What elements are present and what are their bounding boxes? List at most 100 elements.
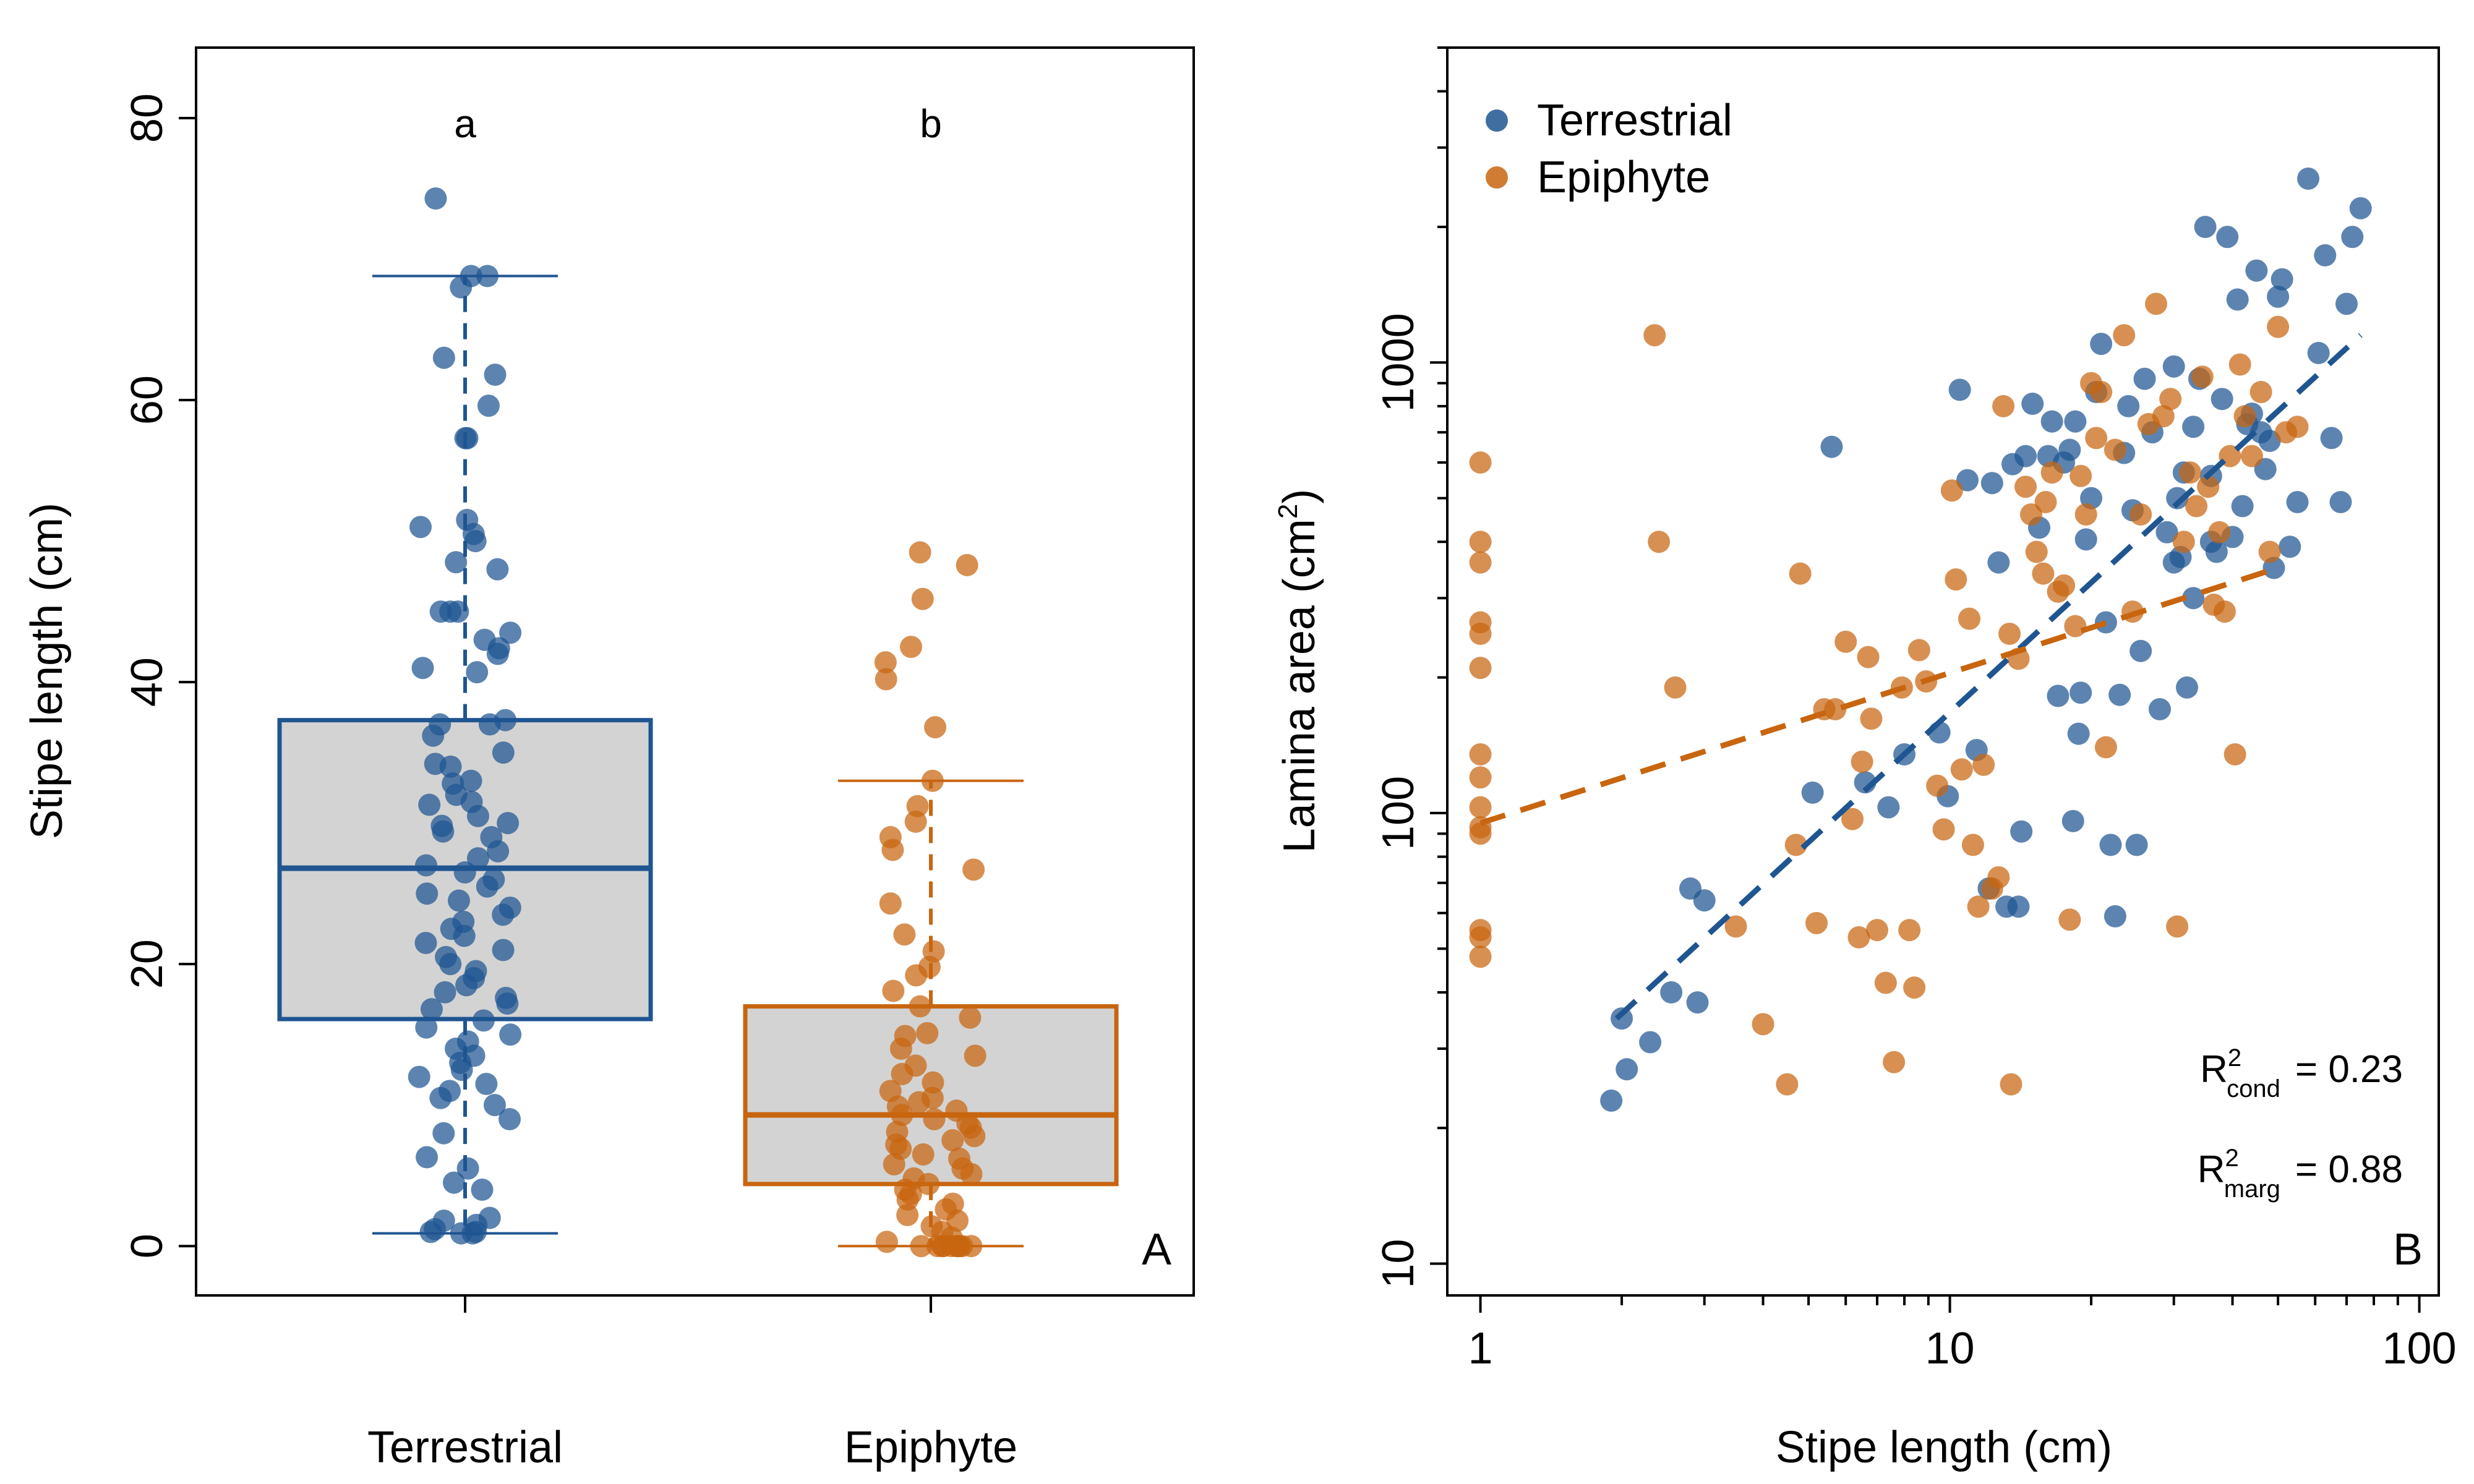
panel-b-point [2314, 244, 2337, 267]
panel-b-y-axis-label: Lamina area (cm2) [1273, 489, 1324, 853]
panel-b-point [2148, 698, 2171, 721]
panel-a-point [456, 1157, 479, 1180]
panel-a-point [447, 600, 469, 623]
panel-a-point [450, 276, 473, 299]
panel-a-point [874, 651, 897, 674]
panel-b-point [2258, 430, 2281, 453]
panel-a-point [496, 992, 519, 1015]
panel-b-point [1932, 818, 1955, 841]
panel-b-stat-value: = 0.23 [2295, 1048, 2403, 1091]
panel-b-point [2182, 587, 2205, 610]
panel-b-x-axis-label: Stipe length (cm) [1776, 1423, 2112, 1472]
panel-a-point [439, 755, 462, 778]
panel-b-point [2108, 683, 2131, 706]
panel-b-point [2182, 416, 2205, 438]
panel-b-point [1784, 834, 1807, 856]
panel-b-point [2162, 355, 2185, 378]
panel-b-point [2349, 197, 2372, 220]
panel-b-point [2058, 438, 2081, 461]
panel-a-point [418, 793, 441, 816]
panel-b-legend-label: Terrestrial [1537, 96, 1732, 145]
panel-a-point [429, 1086, 452, 1109]
panel-a-point [917, 1172, 940, 1195]
panel-b-point [2145, 292, 2168, 315]
panel-b-point [1469, 451, 1492, 474]
panel-b-point [2053, 574, 2076, 597]
panel-b-x-axis: 1 10 100 [1468, 1295, 2457, 1373]
panel-b-point [2129, 503, 2152, 526]
panel-b-legend-marker [1486, 109, 1508, 132]
panel-a-point [881, 838, 904, 861]
panel-a-point [422, 724, 445, 747]
panel-a-point [439, 953, 462, 976]
panel-b-point [2279, 535, 2301, 558]
panel-a-point [916, 1021, 939, 1044]
panel-b-point [2194, 215, 2217, 238]
panel-b-point [2070, 681, 2092, 704]
panel-b-point [2007, 895, 2030, 918]
panel-a-point [476, 265, 499, 288]
panel-a-significance-letter: a [454, 101, 476, 146]
panel-b-point [2297, 167, 2320, 190]
panel-b-point [2014, 475, 2037, 498]
panel-b-point [2000, 1073, 2022, 1096]
panel-b-y-axis: 10 100 1000 [1374, 46, 1447, 1289]
panel-b-point [1469, 822, 1492, 845]
panel-a-point [420, 998, 443, 1021]
panel-b-point [2208, 521, 2231, 544]
panel-b-stat-symbol: R [2198, 1148, 2225, 1191]
panel-b-point [1961, 834, 1984, 856]
panel-b-point [2162, 551, 2185, 574]
panel-b-point [1883, 1051, 1906, 1073]
panel-b-point [1898, 919, 1921, 942]
panel-a-point [432, 346, 455, 369]
panel-b-point [1834, 630, 1857, 653]
panel-a-point [497, 812, 520, 835]
panel-a-point [909, 995, 931, 1018]
panel-a-point [472, 1009, 495, 1032]
panel-b-point [1847, 926, 1870, 949]
panel-b-y-tick-label: 10 [1374, 1239, 1423, 1289]
panel-a-point [432, 1209, 455, 1232]
panel-a-point [499, 1107, 521, 1130]
panel-a-point [904, 810, 927, 833]
panel-b-point [1801, 781, 1824, 804]
panel-b-point [1950, 758, 1973, 781]
panel-b-point [2224, 743, 2246, 765]
panel-b-legend-marker [1486, 166, 1508, 189]
panel-a-point [963, 1125, 986, 1148]
panel-a-point [424, 187, 447, 210]
panel-b-point [2166, 915, 2189, 938]
panel-a-point [907, 1091, 930, 1114]
panel-a-point [466, 804, 489, 827]
panel-b-point [1940, 479, 1963, 502]
panel-b-point [2058, 908, 2081, 931]
panel-a-y-tick-label: 20 [122, 939, 172, 989]
panel-b-point [2258, 540, 2281, 563]
panel-a-point [896, 1188, 919, 1211]
panel-b-x-tick-label: 1 [1468, 1324, 1493, 1373]
panel-a-point [499, 621, 522, 644]
panel-b-point [2211, 388, 2233, 411]
panel-b-point [2094, 736, 2117, 759]
panel-b-frame [1446, 46, 2440, 1297]
panel-b-point [1967, 895, 1990, 918]
panel-a-point [499, 1023, 522, 1046]
panel-b-point [1600, 1090, 1623, 1112]
panel-b-points [1469, 167, 2372, 1112]
panel-a-point [484, 364, 507, 386]
panel-b-point [1841, 808, 1864, 830]
panel-a: 0 20 40 60 80 Terrestrial a Epiphyte b Stipe le… [22, 46, 1195, 1472]
panel-b-point [2104, 905, 2126, 927]
panel-b-point [1907, 639, 1930, 662]
panel-b-point [1616, 1058, 1638, 1081]
panel-a-point [442, 1171, 465, 1194]
panel-b: 10 100 1000 1 10 100 Stipe length (cm) Lamin… [1273, 46, 2457, 1472]
panel-b-point [2191, 365, 2214, 388]
panel-b-point [1664, 676, 1687, 699]
panel-b-point [2175, 676, 2198, 699]
panel-a-point [910, 1235, 933, 1258]
panel-b-y-axis-label-end: ) [1275, 489, 1324, 504]
panel-a-point [447, 889, 470, 912]
